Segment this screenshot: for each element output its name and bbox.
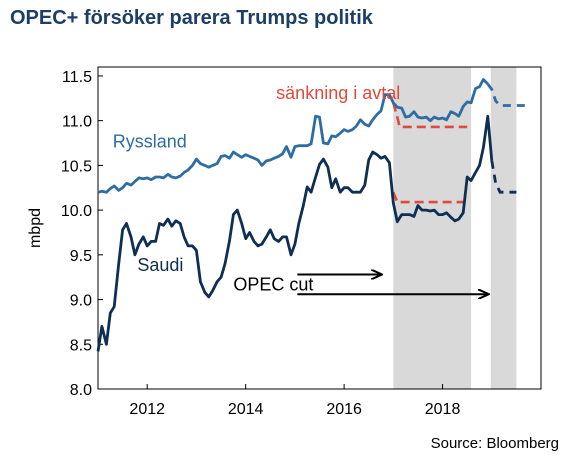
y-tick-label-3: 9.5 <box>70 248 92 265</box>
y-tick-label-0: 8.0 <box>70 382 92 399</box>
series-line-saudi <box>96 114 494 352</box>
y-tick-label-4: 10.0 <box>61 203 92 220</box>
series-lines <box>96 78 529 352</box>
chart-title: OPEC+ försöker parera Trumps politik <box>10 7 373 29</box>
target-line-1 <box>392 102 468 129</box>
annotation-ryssland: Ryssland <box>113 132 187 152</box>
y-tick-label-2: 9.0 <box>70 293 92 310</box>
shaded-period-2 <box>490 67 517 389</box>
shaded-periods <box>393 67 517 389</box>
x-tick-label-3: 2018 <box>425 401 461 418</box>
y-tick-label-1: 8.5 <box>70 337 92 354</box>
y-tick-label-6: 11.0 <box>62 114 92 131</box>
plot-frame <box>97 66 542 390</box>
axes: 8.0 8.5 9.0 9.5 10.0 10.5 11.0 11.5 2012 2014 2016… <box>27 66 542 418</box>
x-tick-label-0: 2012 <box>129 401 165 418</box>
series-line-ryssland <box>97 78 489 194</box>
annotation-target: sänkning i avtal <box>276 83 400 103</box>
forecast-line-ryssland <box>486 83 529 107</box>
annotation-saudi: Saudi <box>137 255 183 275</box>
y-tick-label-5: 10.5 <box>61 158 92 175</box>
chart-source: Source: Bloomberg <box>430 435 559 452</box>
annotations: Ryssland Saudi sänkning i avtal OPEC cut <box>113 83 488 294</box>
y-axis-label: mbpd <box>27 208 44 248</box>
annotation-opec: OPEC cut <box>233 275 313 295</box>
target-line-2 <box>392 191 468 204</box>
x-tick-label-2: 2016 <box>326 401 362 418</box>
x-tick-label-1: 2014 <box>228 401 264 418</box>
y-tick-label-7: 11.5 <box>62 69 92 86</box>
